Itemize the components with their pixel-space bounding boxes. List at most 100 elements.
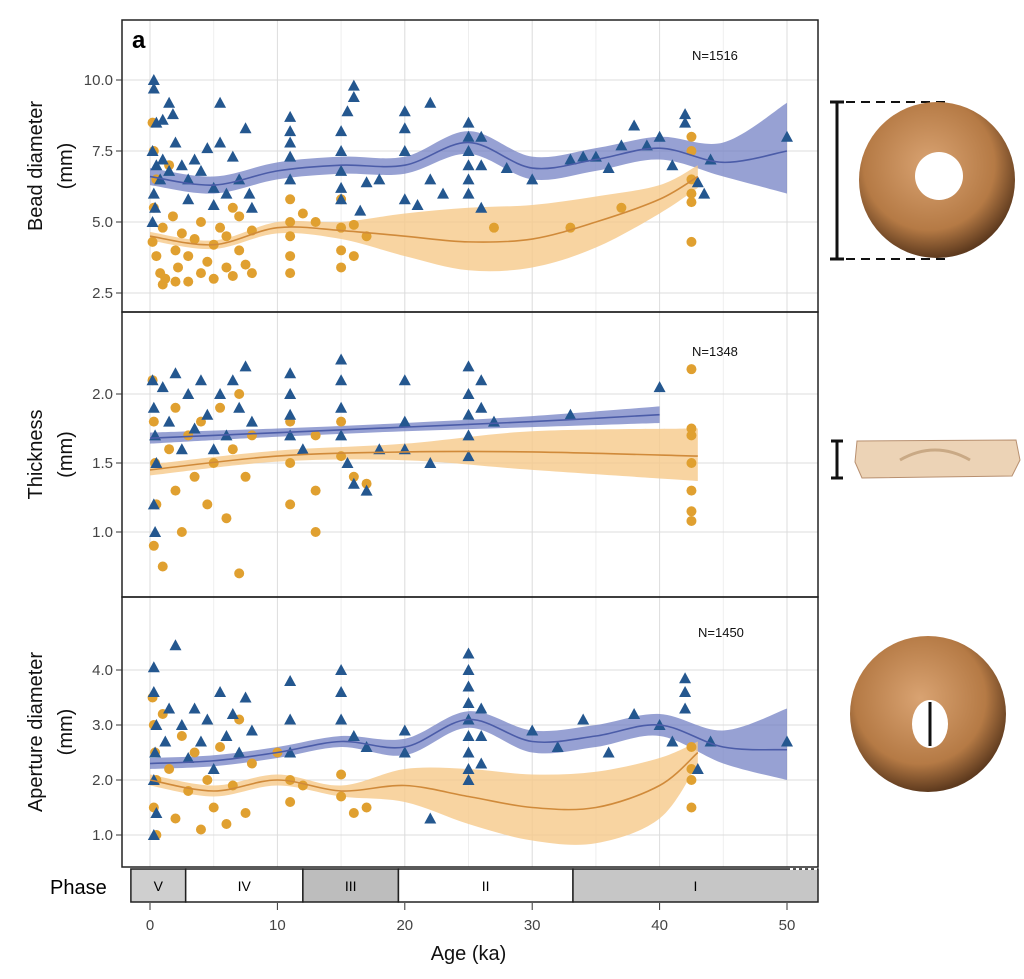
blue-triangle-point [398, 374, 411, 386]
blue-triangle-point [194, 735, 207, 747]
blue-triangle-point [284, 388, 297, 399]
blue-triangle-point [284, 136, 297, 148]
blue-triangle-point [182, 193, 195, 205]
orange-circle-point [310, 485, 321, 496]
phase-segment [397, 868, 574, 903]
blue-triangle-point [424, 457, 437, 468]
blue-triangle-point [188, 153, 201, 165]
blue-triangle-point [147, 401, 160, 413]
orange-circle-point [686, 775, 697, 785]
orange-circle-point [240, 259, 251, 270]
blue-triangle-point [166, 108, 179, 120]
blue-triangle-point [615, 139, 628, 151]
orange-circle-point [221, 513, 232, 524]
blue-triangle-point [147, 74, 160, 85]
blue-triangle-point [150, 457, 163, 468]
blue-triangle-point [526, 173, 539, 185]
orange-circle-point [336, 262, 347, 273]
blue-triangle-point [475, 130, 488, 142]
y-axis-label: Thickness [25, 409, 47, 499]
bead-front-image [830, 100, 1015, 261]
blue-triangle-point [360, 741, 373, 752]
y-axis-label: Bead diameter [25, 101, 47, 231]
blue-triangle-point [245, 415, 258, 427]
blue-triangle-point [462, 360, 475, 372]
blue-triangle-point [462, 647, 475, 659]
orange-circle-point [234, 389, 245, 399]
y-axis-label: Aperture diameter [25, 652, 47, 812]
x-tick-label: 10 [269, 917, 286, 934]
orange-circle-point [221, 262, 232, 273]
y-axis-unit: (mm) [55, 431, 77, 478]
orange-circle-point [189, 234, 200, 245]
blue-triangle-point [341, 457, 354, 468]
blue-triangle-point [335, 193, 348, 205]
orange-circle-point [686, 131, 697, 142]
orange-circle-point [348, 219, 359, 230]
orange-circle-point [195, 268, 206, 279]
figure-label: a [132, 27, 146, 54]
orange-circle-point [170, 245, 181, 256]
orange-smooth-line [149, 175, 699, 246]
orange-circle-point [348, 808, 359, 818]
blue-triangle-point [341, 105, 354, 117]
blue-triangle-point [335, 353, 348, 365]
blue-triangle-point [347, 79, 360, 91]
orange-circle-point [686, 515, 697, 526]
orange-circle-point [183, 276, 194, 287]
orange-circle-point [285, 797, 296, 807]
y-axis-unit: (mm) [55, 143, 77, 190]
orange-circle-point [215, 742, 226, 752]
blue-triangle-point [175, 443, 188, 455]
blue-triangle-point [437, 187, 450, 199]
y-tick-label: 1.0 [92, 827, 113, 844]
orange-circle-point [240, 808, 251, 818]
blue-triangle-point [335, 145, 348, 156]
blue-triangle-point [602, 162, 615, 174]
blue-triangle-point [169, 639, 182, 651]
phase-segment [184, 868, 304, 903]
orange-circle-point [348, 471, 359, 482]
phase-segment [572, 868, 819, 903]
bead-side-image [831, 439, 1021, 480]
orange-circle-point [221, 819, 232, 829]
blue-triangle-point [188, 702, 201, 714]
blue-triangle-point [159, 735, 172, 747]
blue-triangle-point [220, 730, 233, 741]
blue-triangle-point [163, 164, 176, 176]
blue-triangle-point [335, 125, 348, 137]
orange-circle-point [227, 202, 238, 213]
orange-circle-point [285, 194, 296, 205]
blue-triangle-point [245, 724, 258, 736]
orange-circle-point [348, 251, 359, 262]
orange-circle-point [195, 824, 206, 835]
blue-triangle-point [147, 829, 160, 840]
blue-triangle-point [188, 422, 201, 434]
orange-circle-point [246, 268, 257, 279]
orange-circle-point [234, 568, 245, 579]
phase-name: I [694, 878, 698, 894]
orange-circle-point [202, 775, 213, 785]
orange-circle-point [157, 222, 168, 233]
phase-name: III [345, 878, 357, 894]
blue-triangle-point [156, 153, 169, 165]
blue-triangle-point [628, 708, 641, 719]
y-tick-label: 5.0 [92, 214, 113, 231]
blue-triangle-point [335, 181, 348, 193]
blue-triangle-point [398, 193, 411, 205]
orange-circle-point [686, 430, 697, 441]
orange-circle-point [208, 802, 219, 813]
blue-triangle-point [577, 150, 590, 162]
blue-triangle-point [691, 763, 704, 774]
sample-size-label: N=1516 [692, 48, 738, 63]
orange-circle-point [336, 791, 347, 802]
blue-triangle-point [163, 415, 176, 427]
blue-triangle-point [475, 374, 488, 386]
orange-circle-point [285, 458, 296, 468]
y-axis-unit: (mm) [55, 709, 77, 756]
blue-triangle-point [475, 159, 488, 171]
blue-smooth-line [149, 718, 788, 765]
blue-triangle-point [163, 702, 176, 714]
blue-triangle-point [564, 153, 577, 165]
blue-triangle-point [475, 757, 488, 769]
